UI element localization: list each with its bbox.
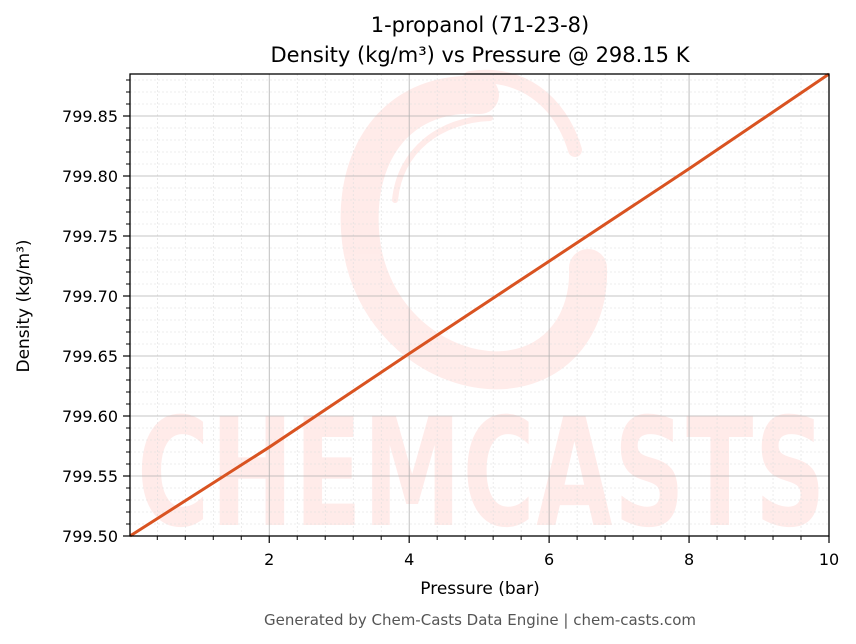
y-tick-label: 799.65 xyxy=(62,347,118,366)
plot-frame xyxy=(129,73,830,537)
y-tick-label: 799.70 xyxy=(62,287,118,306)
y-tick-label: 799.80 xyxy=(62,167,118,186)
watermark-text: CHEMCASTS xyxy=(137,387,827,561)
x-tick-labels: 2 4 6 8 10 xyxy=(264,550,839,569)
x-tick-label: 10 xyxy=(819,550,839,569)
watermark-logo-swirl xyxy=(340,69,608,390)
y-tick-label: 799.75 xyxy=(62,227,118,246)
footer-credit: Generated by Chem-Casts Data Engine | ch… xyxy=(264,611,696,629)
x-tick-label: 8 xyxy=(684,550,694,569)
axis-ticks xyxy=(123,79,830,543)
y-tick-label: 799.60 xyxy=(62,407,118,426)
y-tick-label: 799.50 xyxy=(62,527,118,546)
series-line-density xyxy=(129,72,830,538)
chart-title-line-1: 1-propanol (71-23-8) xyxy=(371,13,590,37)
y-tick-labels: 799.50 799.55 799.60 799.65 799.70 799.75 799.… xyxy=(62,107,118,546)
x-tick-label: 6 xyxy=(544,550,554,569)
minor-grid xyxy=(130,74,829,536)
x-tick-label: 2 xyxy=(264,550,274,569)
y-axis-label: Density (kg/m³) xyxy=(14,239,34,372)
y-tick-label: 799.85 xyxy=(62,107,118,126)
x-axis-label: Pressure (bar) xyxy=(420,579,539,599)
chart-title-line-2: Density (kg/m³) vs Pressure @ 298.15 K xyxy=(270,43,690,67)
x-tick-label: 4 xyxy=(404,550,414,569)
series-layer xyxy=(129,72,830,538)
y-tick-label: 799.55 xyxy=(62,467,118,486)
watermark: CHEMCASTS xyxy=(137,69,827,561)
